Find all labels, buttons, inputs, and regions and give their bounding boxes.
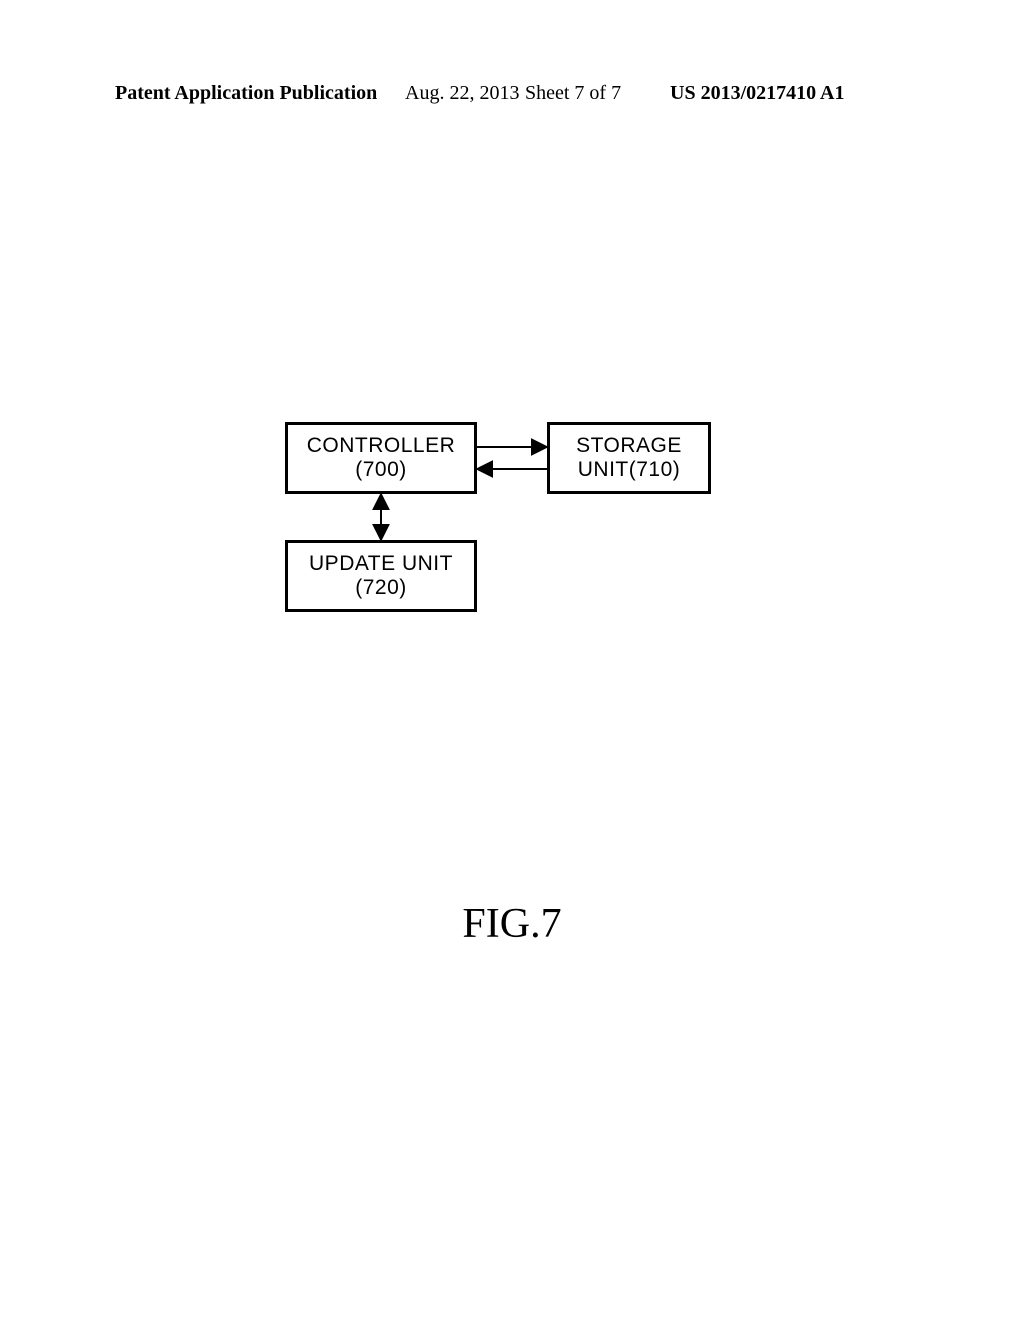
header-sheet: Sheet 7 of 7: [525, 82, 621, 105]
node-update-label: UPDATE UNIT: [309, 552, 453, 576]
header-doc-number: US 2013/0217410 A1: [670, 82, 844, 105]
block-diagram: CONTROLLER (700) STORAGE UNIT(710) UPDAT…: [285, 422, 745, 652]
node-update-ref: (720): [355, 576, 407, 600]
node-controller: CONTROLLER (700): [285, 422, 477, 494]
node-storage: STORAGE UNIT(710): [547, 422, 711, 494]
node-controller-label: CONTROLLER: [307, 434, 456, 458]
node-controller-ref: (700): [355, 458, 407, 482]
page: Patent Application Publication Aug. 22, …: [0, 0, 1024, 1320]
header-publication: Patent Application Publication: [115, 82, 377, 105]
header-date: Aug. 22, 2013: [405, 82, 519, 105]
node-update: UPDATE UNIT (720): [285, 540, 477, 612]
node-storage-ref: UNIT(710): [578, 458, 681, 482]
node-storage-label: STORAGE: [576, 434, 682, 458]
figure-label: FIG.7: [0, 900, 1024, 948]
